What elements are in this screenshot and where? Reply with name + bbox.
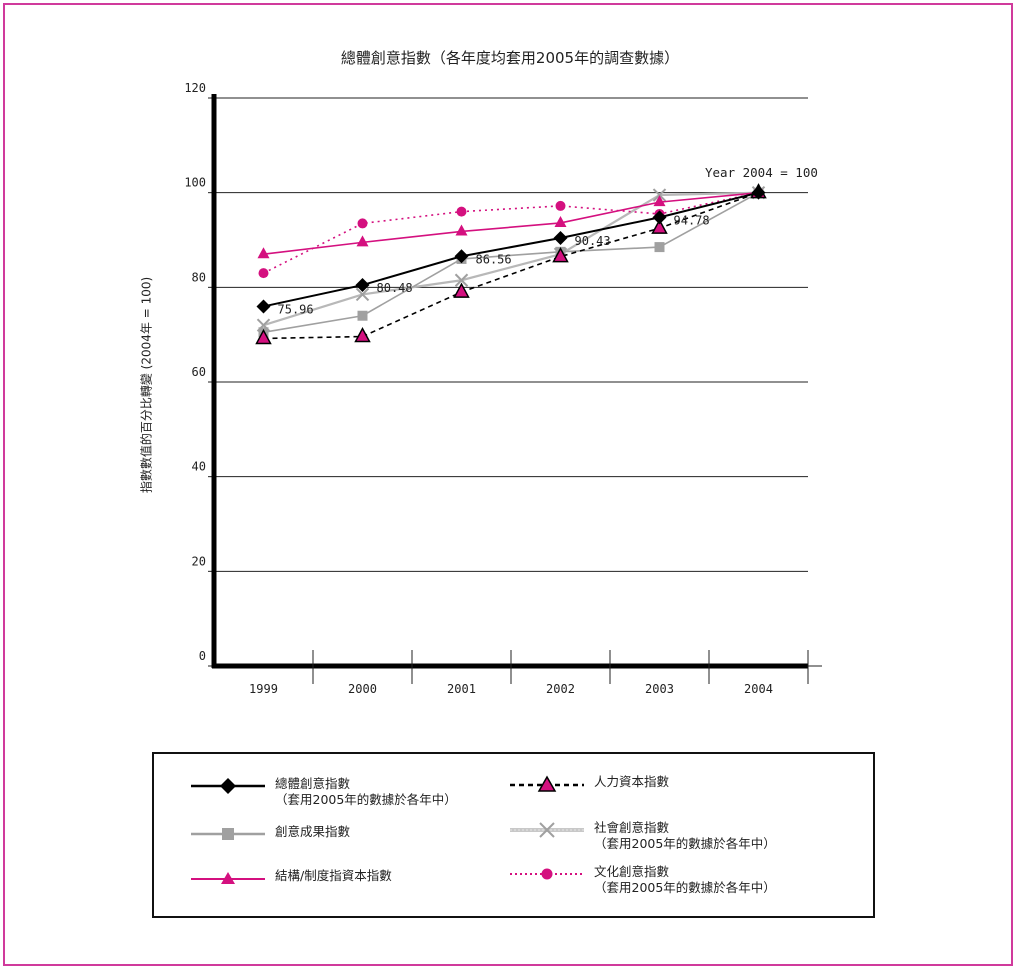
data-point-total <box>454 249 469 264</box>
data-label-total: 94.78 <box>674 213 710 227</box>
data-point-total <box>553 230 568 245</box>
legend-label-total: 總體創意指數 <box>275 776 351 791</box>
legend-item-cultural: 文化創意指數 （套用2005年的數據於各年中） <box>508 864 776 896</box>
data-label-total: 86.56 <box>476 252 512 266</box>
series-line-structural <box>263 191 759 255</box>
legend-symbol-total <box>191 778 265 794</box>
legend-symbol-cultural <box>510 868 584 880</box>
data-point-social <box>355 287 370 302</box>
y-tick-label: 40 <box>192 460 206 474</box>
legend-label-social: 社會創意指數 <box>594 820 670 835</box>
page-frame <box>3 3 1013 966</box>
y-tick-label: 0 <box>199 649 206 663</box>
legend-label-human: 人力資本指數 <box>594 774 670 789</box>
data-label-total: 90.43 <box>575 234 611 248</box>
x-tick-label: 2002 <box>546 682 575 696</box>
data-point-structural <box>455 224 468 236</box>
data-point-structural <box>653 195 666 207</box>
legend-sublabel-total: （套用2005年的數據於各年中） <box>275 792 457 807</box>
data-point-total <box>355 278 370 293</box>
y-tick-label: 80 <box>192 270 206 284</box>
legend-item-outcome: 創意成果指數 <box>189 824 350 844</box>
data-point-cultural <box>357 218 368 229</box>
data-point-human <box>255 328 272 345</box>
legend-item-human: 人力資本指數 <box>508 774 669 794</box>
x-tick-label: 2001 <box>447 682 476 696</box>
data-point-total <box>652 210 667 225</box>
data-point-outcome <box>654 242 665 253</box>
y-tick-label: 100 <box>184 176 206 190</box>
data-point-outcome <box>357 310 368 321</box>
y-tick-label: 60 <box>192 365 206 379</box>
legend-label-cultural: 文化創意指數 <box>594 864 670 879</box>
data-point-cultural <box>258 268 269 279</box>
data-point-cultural <box>456 206 467 217</box>
data-point-human <box>354 326 371 343</box>
data-point-structural <box>554 215 567 227</box>
data-point-social <box>454 273 469 287</box>
legend-label-outcome: 創意成果指數 <box>275 824 351 839</box>
legend-symbol-outcome <box>191 828 265 840</box>
series-line-human <box>263 191 759 340</box>
legend-symbol-structural <box>191 872 265 884</box>
data-point-human <box>552 246 569 263</box>
data-point-human <box>453 282 470 298</box>
line-chart: 0 20 40 60 80 100 120 1999 2000 2001 2002 2003 2004 Y… <box>184 81 822 696</box>
data-point-human <box>651 218 668 234</box>
chart-legend: 總體創意指數 （套用2005年的數據於各年中） 創意成果指數 結構/制度指資本指… <box>152 752 875 918</box>
x-tick-label: 2000 <box>348 682 377 696</box>
data-point-total <box>751 185 766 200</box>
x-tick-label: 2004 <box>744 682 773 696</box>
legend-item-structural: 結構/制度指資本指數 <box>189 868 392 888</box>
legend-symbol-human <box>510 775 584 792</box>
data-point-structural <box>356 235 369 247</box>
legend-sublabel-cultural: （套用2005年的數據於各年中） <box>594 880 776 895</box>
chart-title: 總體創意指數（各年度均套用2005年的調查數據） <box>340 49 680 67</box>
y-tick-label: 20 <box>192 554 206 568</box>
legend-symbol-social <box>510 822 584 838</box>
legend-label-structural: 結構/制度指資本指數 <box>275 868 392 883</box>
legend-item-total: 總體創意指數 （套用2005年的數據於各年中） <box>189 776 457 808</box>
y-tick-label: 120 <box>184 81 206 95</box>
x-tick-label: 1999 <box>249 682 278 696</box>
legend-item-social: 社會創意指數 （套用2005年的數據於各年中） <box>508 820 776 852</box>
data-point-total <box>256 299 271 314</box>
data-label-total: 75.96 <box>278 302 314 316</box>
series-line-outcome <box>263 191 759 334</box>
data-label-total: 80.48 <box>377 281 413 295</box>
data-point-structural <box>257 247 270 259</box>
series-line-social <box>263 191 759 327</box>
annotation-label: Year 2004 = 100 <box>705 165 818 180</box>
x-tick-label: 2003 <box>645 682 674 696</box>
data-point-social <box>652 188 667 202</box>
series-line-total <box>263 191 759 308</box>
legend-sublabel-social: （套用2005年的數據於各年中） <box>594 836 776 851</box>
data-point-cultural <box>555 200 566 211</box>
